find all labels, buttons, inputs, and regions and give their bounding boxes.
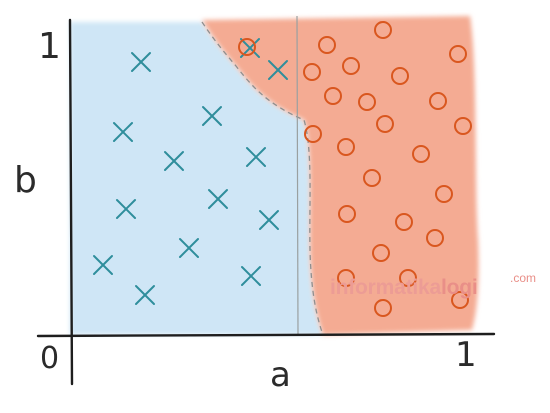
cross-region (70, 22, 323, 335)
x-axis (36, 332, 496, 338)
cross-marker (93, 255, 113, 275)
cross-marker (259, 210, 279, 230)
circle-marker (337, 269, 355, 287)
watermark-part2: logi (441, 276, 478, 299)
cross-marker (131, 52, 151, 72)
circle-marker (391, 67, 409, 85)
x-max-label: 1 (455, 335, 477, 375)
circle-marker (374, 299, 392, 317)
circle-marker (429, 92, 447, 110)
cross-marker (246, 147, 266, 167)
cross-marker (164, 151, 184, 171)
circle-marker (435, 185, 453, 203)
circle-marker (337, 138, 355, 156)
circle-marker (376, 115, 394, 133)
circle-marker (451, 291, 469, 309)
origin-label: 0 (40, 341, 59, 376)
circle-marker (363, 169, 381, 187)
circle-marker (338, 205, 356, 223)
circle-marker (395, 213, 413, 231)
y-axis (68, 18, 74, 386)
watermark: informatikalogi (330, 276, 478, 299)
markers-layer (93, 21, 472, 317)
cross-marker (135, 285, 155, 305)
circle-marker (324, 87, 342, 105)
x-axis-label: a (270, 355, 291, 395)
circle-marker (449, 45, 467, 63)
circle-marker (304, 125, 322, 143)
y-axis-label: b (14, 160, 37, 201)
y-max-label: 1 (38, 26, 61, 67)
circle-marker (399, 269, 417, 287)
cross-marker (116, 199, 136, 219)
circle-marker (358, 93, 376, 111)
cross-marker (208, 189, 228, 209)
watermark-part1: informatika (330, 276, 442, 299)
circle-marker (318, 36, 336, 54)
circle-marker (342, 57, 360, 75)
decision-boundary (201, 21, 324, 336)
circle-marker (426, 229, 444, 247)
circle-marker (238, 38, 256, 56)
circle-marker (374, 21, 392, 39)
circle-marker (303, 63, 321, 81)
cross-marker (179, 238, 199, 258)
circle-marker (454, 117, 472, 135)
circle-region (202, 16, 479, 335)
cross-marker (268, 60, 288, 80)
cross-marker (241, 266, 261, 286)
cross-marker (202, 106, 222, 126)
circle-marker (372, 244, 390, 262)
cross-marker (113, 122, 133, 142)
circle-marker (412, 145, 430, 163)
threshold-line-a (296, 15, 299, 335)
watermark-suffix: .com (510, 271, 536, 285)
